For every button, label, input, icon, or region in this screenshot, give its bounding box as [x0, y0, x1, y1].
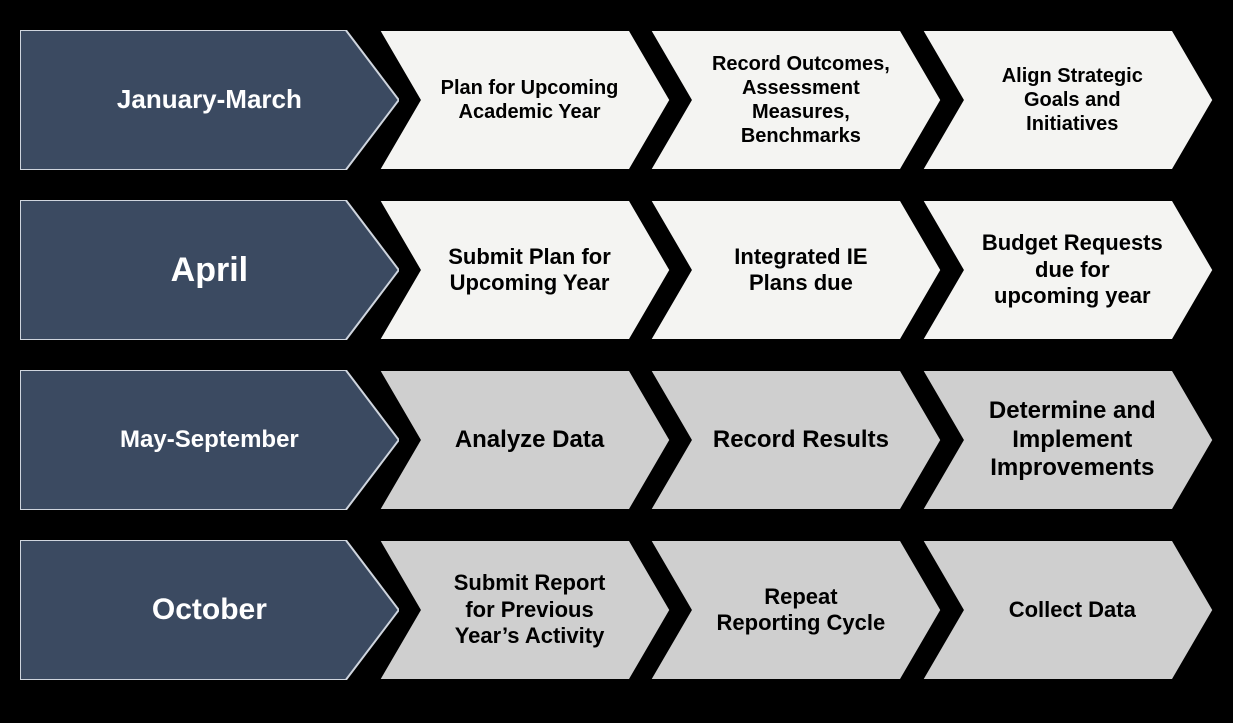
step-label: Submit Plan for Upcoming Year [429, 200, 630, 340]
flowchart: January-March Plan for Upcoming Academic … [0, 0, 1233, 710]
row-october: October Submit Report for Previous Year’s… [20, 540, 1213, 680]
period-header-october: October [20, 540, 399, 680]
period-header-label: April [60, 200, 359, 340]
step-label: Analyze Data [429, 370, 630, 510]
step-jan-march-3: Align Strategic Goals and Initiatives [922, 30, 1213, 170]
step-label: Submit Report for Previous Year’s Activi… [429, 540, 630, 680]
step-jan-march-1: Plan for Upcoming Academic Year [379, 30, 670, 170]
period-header-jan-march: January-March [20, 30, 399, 170]
step-may-sept-3: Determine and Implement Improvements [922, 370, 1213, 510]
step-april-1: Submit Plan for Upcoming Year [379, 200, 670, 340]
step-october-3: Collect Data [922, 540, 1213, 680]
step-may-sept-1: Analyze Data [379, 370, 670, 510]
step-label: Determine and Implement Improvements [972, 370, 1173, 510]
step-label: Plan for Upcoming Academic Year [429, 30, 630, 170]
period-header-label: October [60, 540, 359, 680]
step-label: Integrated IE Plans due [700, 200, 901, 340]
period-header-label: May-September [60, 370, 359, 510]
step-label: Collect Data [972, 540, 1173, 680]
step-label: Align Strategic Goals and Initiatives [972, 30, 1173, 170]
step-april-3: Budget Requests due for upcoming year [922, 200, 1213, 340]
row-april: April Submit Plan for Upcoming Year Integr… [20, 200, 1213, 340]
step-october-2: Repeat Reporting Cycle [650, 540, 941, 680]
step-label: Repeat Reporting Cycle [700, 540, 901, 680]
period-header-april: April [20, 200, 399, 340]
step-label: Record Results [700, 370, 901, 510]
period-header-label: January-March [60, 30, 359, 170]
row-may-sept: May-September Analyze Data Record Results D… [20, 370, 1213, 510]
step-label: Budget Requests due for upcoming year [972, 200, 1173, 340]
step-label: Record Outcomes, Assessment Measures, Be… [700, 30, 901, 170]
step-may-sept-2: Record Results [650, 370, 941, 510]
step-april-2: Integrated IE Plans due [650, 200, 941, 340]
step-jan-march-2: Record Outcomes, Assessment Measures, Be… [650, 30, 941, 170]
period-header-may-sept: May-September [20, 370, 399, 510]
step-october-1: Submit Report for Previous Year’s Activi… [379, 540, 670, 680]
row-jan-march: January-March Plan for Upcoming Academic … [20, 30, 1213, 170]
